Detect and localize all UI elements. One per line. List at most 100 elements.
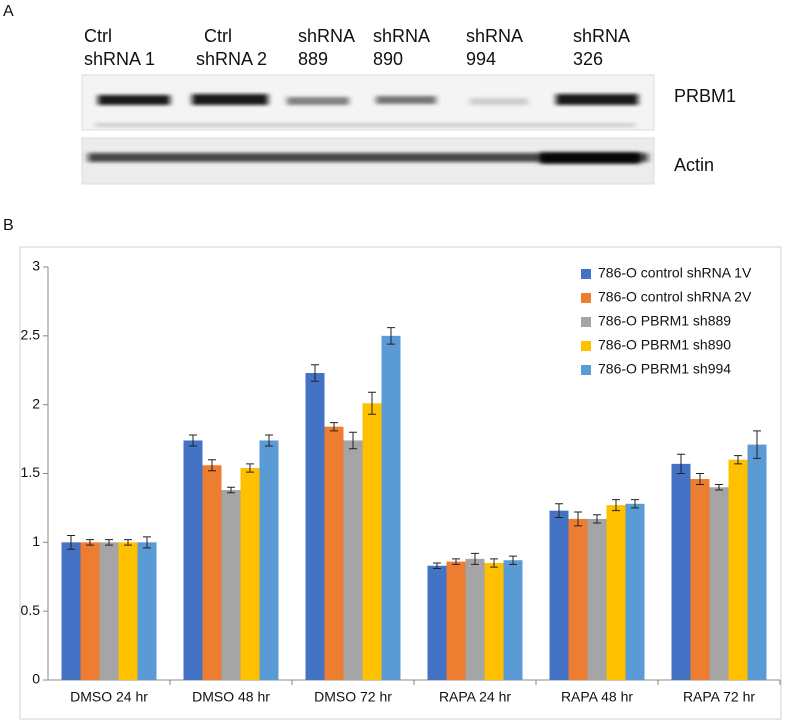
lane-label: Ctrl bbox=[204, 26, 232, 46]
legend-swatch bbox=[581, 317, 591, 327]
blot-label: Actin bbox=[674, 155, 714, 175]
error-bar bbox=[208, 459, 216, 472]
bar bbox=[728, 459, 748, 680]
error-bar bbox=[330, 422, 338, 432]
x-tick-label: DMSO 72 hr bbox=[314, 689, 392, 705]
lane-label: shRNA bbox=[298, 26, 355, 46]
bar bbox=[324, 426, 344, 680]
error-bar bbox=[86, 539, 94, 546]
error-bar bbox=[433, 562, 441, 569]
error-bar bbox=[555, 503, 563, 519]
error-bar bbox=[715, 484, 723, 491]
lane-label: shRNA bbox=[373, 26, 430, 46]
bar bbox=[709, 487, 729, 680]
bar bbox=[221, 490, 241, 680]
error-bar bbox=[574, 511, 582, 527]
band bbox=[95, 123, 635, 127]
blot-label: PRBM1 bbox=[674, 86, 736, 106]
band bbox=[88, 153, 648, 162]
error-bar bbox=[612, 499, 620, 512]
error-bar bbox=[471, 552, 479, 565]
bar bbox=[240, 467, 260, 680]
lane-label: shRNA bbox=[573, 26, 630, 46]
bar bbox=[690, 479, 710, 680]
bar bbox=[305, 373, 325, 680]
bar bbox=[503, 560, 523, 680]
lane-labels: Ctrl shRNA 1 Ctrl shRNA 2 shRNA 889 shRNA 890 sh… bbox=[84, 26, 630, 69]
bar bbox=[568, 518, 588, 680]
y-tick-label: 1 bbox=[32, 533, 40, 549]
error-bar bbox=[311, 364, 319, 382]
error-bar bbox=[734, 455, 742, 465]
bar bbox=[362, 403, 382, 680]
band bbox=[556, 94, 638, 105]
bar bbox=[80, 542, 100, 680]
legend-swatch bbox=[581, 365, 591, 375]
legend-label: 786-O control shRNA 2V bbox=[598, 289, 752, 305]
bar bbox=[625, 503, 645, 680]
lane-label: 889 bbox=[298, 49, 328, 69]
error-bar bbox=[349, 431, 357, 450]
error-bar bbox=[143, 536, 151, 549]
x-tick-label: RAPA 48 hr bbox=[561, 689, 633, 705]
bar bbox=[465, 558, 485, 680]
legend-label: 786-O PBRM1 sh994 bbox=[598, 361, 731, 377]
bar bbox=[446, 561, 466, 680]
y-tick-label: 0 bbox=[32, 671, 40, 687]
error-bar bbox=[677, 453, 685, 474]
bar bbox=[484, 562, 504, 680]
error-bar bbox=[696, 473, 704, 486]
error-bar bbox=[265, 434, 273, 447]
chart-frame bbox=[19, 246, 782, 720]
bar bbox=[671, 463, 691, 680]
lane-label: shRNA bbox=[466, 26, 523, 46]
y-tick-label: 2 bbox=[32, 395, 40, 411]
x-tick-label: DMSO 24 hr bbox=[70, 689, 148, 705]
y-tick-label: 1.5 bbox=[21, 464, 41, 480]
band bbox=[98, 95, 170, 105]
band bbox=[376, 96, 436, 104]
lane-label: 890 bbox=[373, 49, 403, 69]
bar bbox=[259, 440, 279, 680]
band bbox=[287, 97, 349, 105]
legend-label: 786-O control shRNA 1V bbox=[598, 265, 752, 281]
y-tick-label: 2.5 bbox=[21, 327, 41, 343]
band bbox=[540, 152, 640, 164]
lane-label: 326 bbox=[573, 49, 603, 69]
error-bar bbox=[387, 327, 395, 345]
x-tick-label: RAPA 72 hr bbox=[683, 689, 755, 705]
legend-label: 786-O PBRM1 sh890 bbox=[598, 337, 731, 353]
bar bbox=[118, 542, 138, 680]
y-tick-label: 3 bbox=[32, 258, 40, 274]
bar bbox=[427, 565, 447, 680]
bar bbox=[381, 335, 401, 680]
error-bar bbox=[227, 486, 235, 494]
y-tick-label: 0.5 bbox=[21, 602, 41, 618]
lane-label: shRNA 2 bbox=[196, 49, 267, 69]
legend-swatch bbox=[581, 293, 591, 303]
bar bbox=[549, 510, 569, 680]
bar bbox=[747, 444, 767, 680]
error-bar bbox=[67, 534, 75, 550]
bar bbox=[137, 542, 157, 680]
error-bar bbox=[246, 463, 254, 473]
error-bar bbox=[490, 558, 498, 568]
lane-label: Ctrl bbox=[84, 26, 112, 46]
bar bbox=[183, 440, 203, 680]
x-tick-label: DMSO 48 hr bbox=[192, 689, 270, 705]
error-bar bbox=[631, 499, 639, 509]
panel-label: B bbox=[3, 217, 14, 234]
legend-swatch bbox=[581, 341, 591, 351]
bar bbox=[606, 505, 626, 680]
bar bbox=[202, 465, 222, 680]
blot-bands bbox=[88, 94, 648, 164]
lane-label: 994 bbox=[466, 49, 496, 69]
error-bar bbox=[509, 555, 517, 565]
error-bar bbox=[368, 391, 376, 415]
band bbox=[470, 98, 528, 105]
lane-label: shRNA 1 bbox=[84, 49, 155, 69]
error-bar bbox=[105, 539, 113, 546]
error-bar bbox=[189, 434, 197, 447]
bar bbox=[343, 440, 363, 680]
x-tick-label: RAPA 24 hr bbox=[439, 689, 511, 705]
